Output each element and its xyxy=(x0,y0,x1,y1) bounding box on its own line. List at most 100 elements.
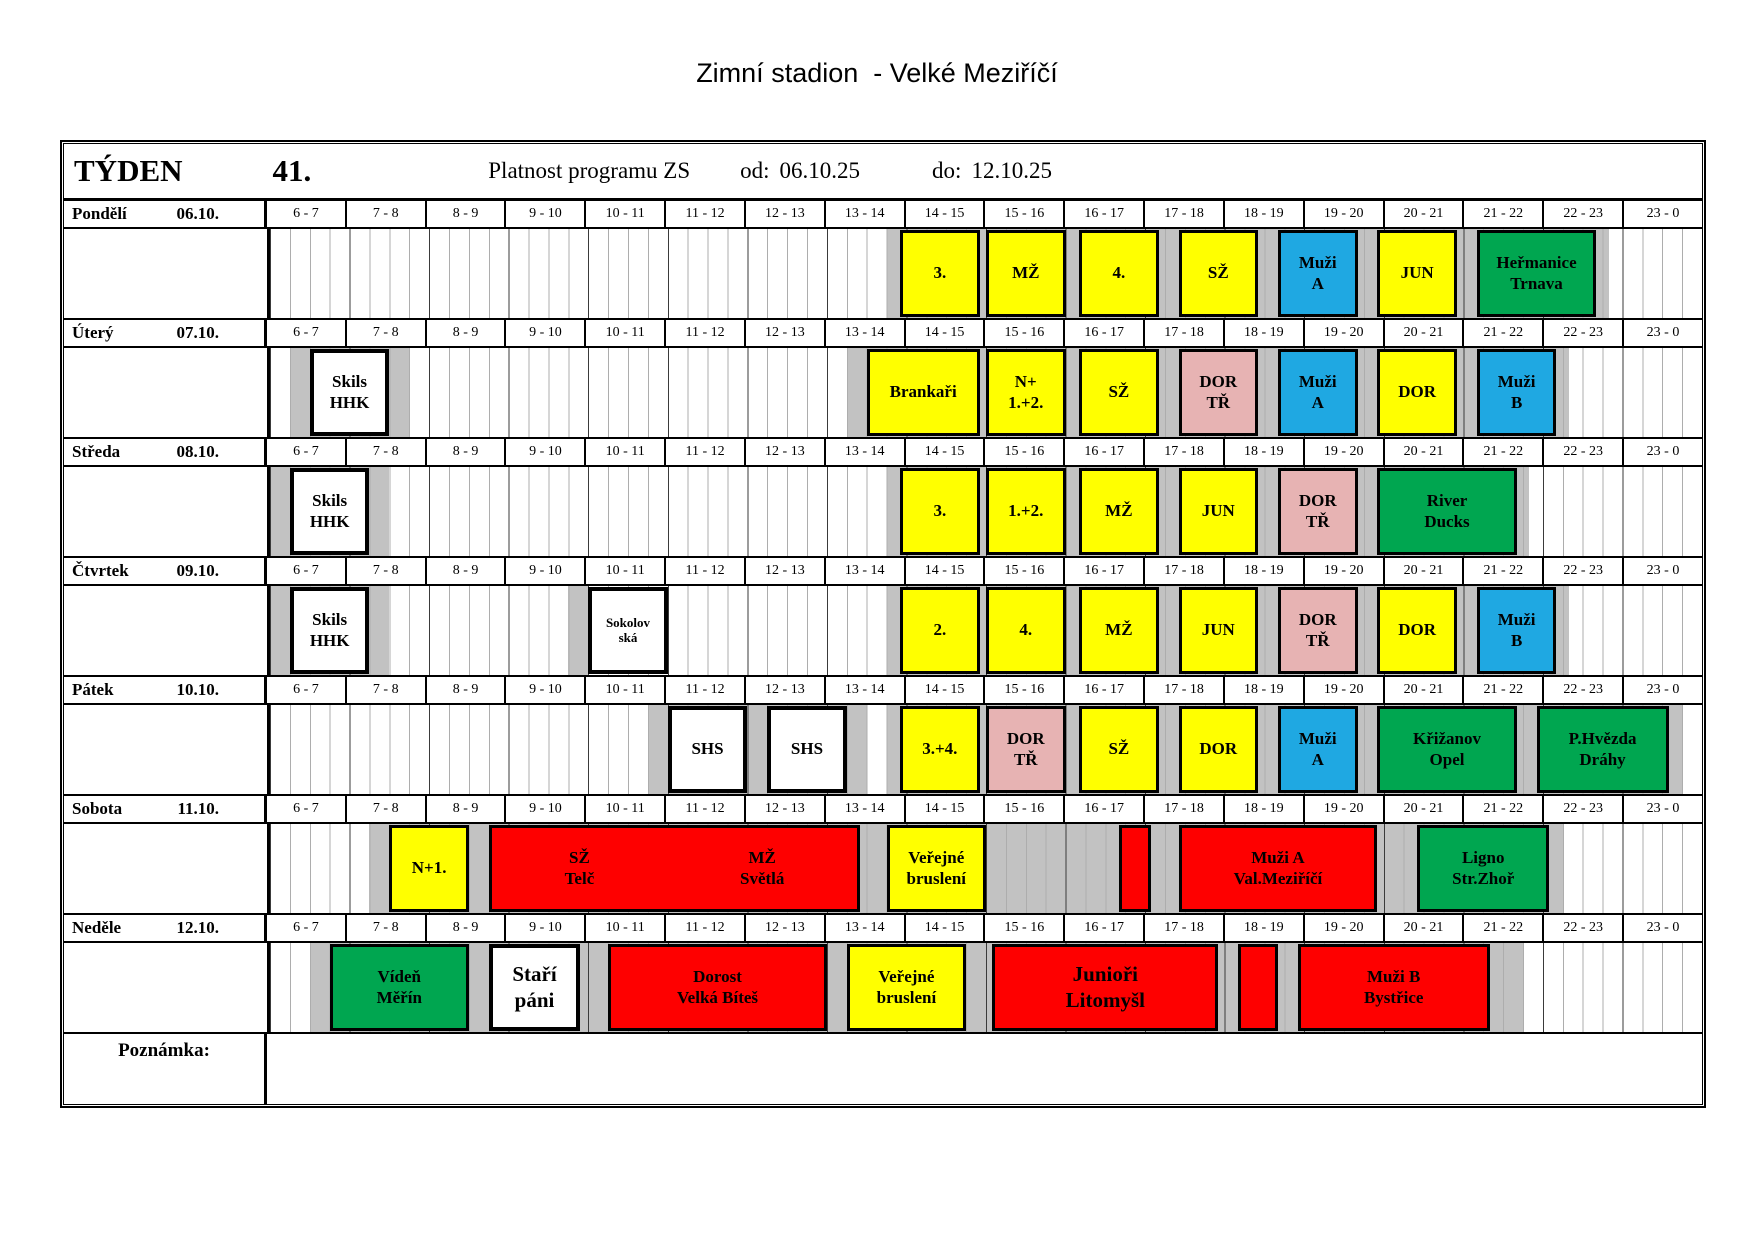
time-slot-header: 21 - 22 xyxy=(1462,320,1542,346)
event-label-line: Veřejné xyxy=(908,847,965,867)
time-slot-header: 13 - 14 xyxy=(823,201,904,227)
event-block: N+1. xyxy=(389,825,469,912)
time-slot-header: 19 - 20 xyxy=(1302,677,1383,703)
day-events-label xyxy=(64,229,270,318)
time-slot-header: 17 - 18 xyxy=(1143,558,1223,584)
day-name: Čtvrtek xyxy=(72,561,129,580)
time-slot-header: 22 - 23 xyxy=(1542,201,1622,227)
time-slot-header: 23 - 0 xyxy=(1622,677,1702,703)
time-slot-header: 15 - 16 xyxy=(983,677,1063,703)
time-slot-header: 19 - 20 xyxy=(1302,201,1383,227)
event-block: JUN xyxy=(1178,468,1259,555)
event-block: Muži A xyxy=(1277,349,1358,436)
valid-to: do: 12.10.25 xyxy=(932,158,1052,184)
time-slot-header: 11 - 12 xyxy=(664,201,744,227)
time-slot-header: 6 - 7 xyxy=(293,920,319,935)
day-timeline: Skils HHK 3. 1.+2. MŽ JUN DOR TŘ River Ducks xyxy=(270,467,1702,556)
event-label-line: N+1. xyxy=(411,858,447,878)
event-column: MŽ Světlá xyxy=(740,848,784,889)
event-label-line: Str.Zhoř xyxy=(1452,868,1515,888)
event-block xyxy=(1118,825,1152,912)
time-slot-header: 9 - 10 xyxy=(504,796,584,822)
time-slot-header: 18 - 19 xyxy=(1222,677,1303,703)
time-slot-header: 19 - 20 xyxy=(1302,796,1383,822)
event-label-line: Telč xyxy=(564,868,595,888)
day-events-row: SHS SHS 3.+4. DOR TŘ SŽ DOR Muži A Křižanov Opel P.… xyxy=(64,705,1702,794)
time-slot-header: 21 - 22 xyxy=(1462,796,1542,822)
to-date: 12.10.25 xyxy=(971,158,1052,183)
event-label-line: Muži xyxy=(1298,371,1337,391)
event-label-line: MŽ xyxy=(1012,263,1040,283)
time-slot-header: 21 - 22 xyxy=(1462,677,1542,703)
event-block: 3. xyxy=(900,230,980,317)
event-block: DOR xyxy=(1178,706,1259,793)
event-label-line: DOR xyxy=(1298,609,1337,629)
event-block: Muži B Bystřice xyxy=(1297,944,1490,1031)
event-block: Muži A Val.Meziříčí xyxy=(1178,825,1378,912)
day-events-label xyxy=(64,586,270,675)
event-label-line: Muži xyxy=(1298,252,1337,272)
time-slot-header: 13 - 14 xyxy=(823,677,904,703)
time-slot-header: 8 - 9 xyxy=(424,558,505,584)
time-slot-header: 18 - 19 xyxy=(1222,915,1303,941)
event-label-line: Opel xyxy=(1429,749,1465,769)
time-slot-header: 7 - 8 xyxy=(344,677,425,703)
note-label: Poznámka: xyxy=(64,1034,267,1104)
event-label-line: 4. xyxy=(1112,263,1126,283)
event-label-line: HHK xyxy=(309,630,350,650)
time-slot-header: 7 - 8 xyxy=(344,201,425,227)
day-timeline: SHS SHS 3.+4. DOR TŘ SŽ DOR Muži A Křižanov Opel P.… xyxy=(270,705,1702,794)
valid-from: od: 06.10.25 xyxy=(740,158,860,184)
time-slot-header: 13 - 14 xyxy=(823,796,904,822)
event-block: DOR TŘ xyxy=(1277,468,1358,555)
time-slot-header: 10 - 11 xyxy=(584,558,664,584)
time-slot-header: 14 - 15 xyxy=(903,796,984,822)
time-slot-header: 10 - 11 xyxy=(584,796,664,822)
event-label-line: Muži xyxy=(1497,609,1536,629)
event-label-line: Velká Bíteš xyxy=(676,987,759,1007)
time-slot-header: 19 - 20 xyxy=(1302,915,1383,941)
time-slot-header: 23 - 0 xyxy=(1622,320,1702,346)
event-label-line: DOR xyxy=(1298,490,1337,510)
event-block: SHS xyxy=(767,706,847,793)
event-block: Staří páni xyxy=(488,944,581,1031)
time-slot-header: 19 - 20 xyxy=(1302,558,1383,584)
time-slot-header: 16 - 17 xyxy=(1063,439,1143,465)
time-slot-header: 10 - 11 xyxy=(584,201,664,227)
event-label-line: JUN xyxy=(1400,263,1434,283)
event-label-line: MŽ xyxy=(748,847,776,867)
time-slot-header: 20 - 21 xyxy=(1382,558,1463,584)
day-label: Pondělí 06.10. xyxy=(64,201,267,227)
time-slot-header: 14 - 15 xyxy=(903,915,984,941)
day-timeline: Skils HHK Sokolov ská 2. 4. MŽ JUN DOR TŘ DOR Muži B xyxy=(270,586,1702,675)
time-slot-header: 8 - 9 xyxy=(424,677,505,703)
day-name: Pondělí xyxy=(72,204,127,223)
day-label: Středa 08.10. xyxy=(64,439,267,465)
event-block: 1.+2. xyxy=(986,468,1066,555)
event-label-line: 3. xyxy=(933,501,947,521)
event-label-line: Muži A xyxy=(1251,847,1305,867)
event-label-line: Muži xyxy=(1497,371,1536,391)
day-date: 06.10. xyxy=(176,204,220,223)
day-events-row: Skils HHK 3. 1.+2. MŽ JUN DOR TŘ River Ducks xyxy=(64,467,1702,556)
time-slot-header: 21 - 22 xyxy=(1462,439,1542,465)
day-timeline: Skils HHK Brankaři N+ 1.+2. SŽ DOR TŘ Muži A DOR Mu… xyxy=(270,348,1702,437)
event-block: River Ducks xyxy=(1377,468,1517,555)
time-slot-header: 22 - 23 xyxy=(1542,796,1622,822)
time-slot-header: 12 - 13 xyxy=(743,320,824,346)
time-slot-header: 13 - 14 xyxy=(823,320,904,346)
week-header-band: TÝDEN 41. Platnost programu ZS od: 06.10.… xyxy=(64,144,1702,201)
time-slot-header: 22 - 23 xyxy=(1542,320,1622,346)
time-slot-header: 16 - 17 xyxy=(1063,558,1143,584)
week-number: 41. xyxy=(272,153,312,188)
event-label-line: 1.+2. xyxy=(1008,392,1044,412)
time-slot-header: 23 - 0 xyxy=(1622,558,1702,584)
event-label-line: DOR xyxy=(1398,382,1437,402)
